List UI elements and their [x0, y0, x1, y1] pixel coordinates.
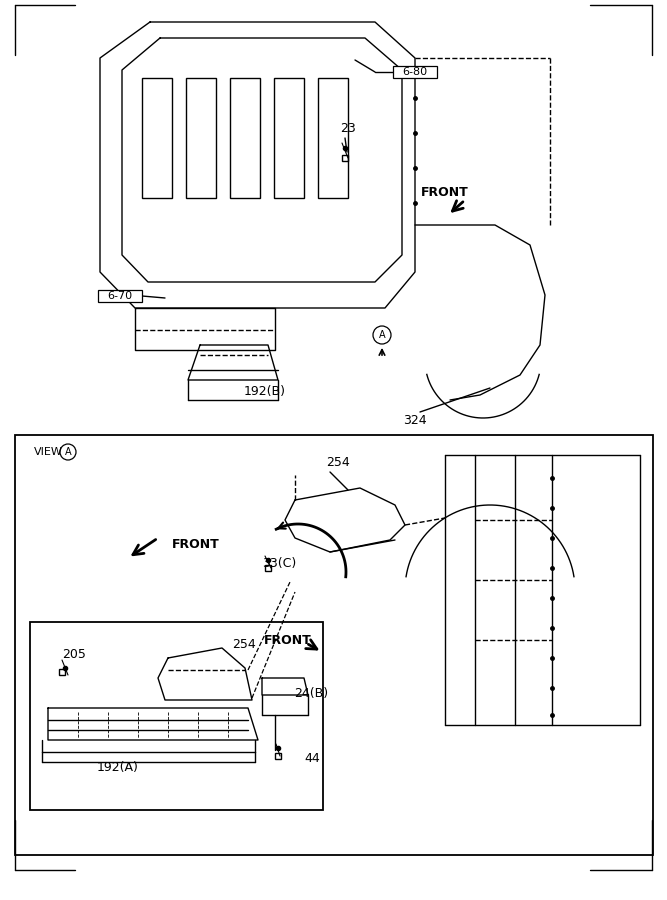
Bar [318, 78, 348, 198]
Text: A: A [65, 447, 71, 457]
Bar [230, 78, 260, 198]
Text: 324: 324 [403, 413, 427, 427]
Bar [30, 622, 323, 810]
Text: 33(C): 33(C) [262, 556, 296, 570]
Text: FRONT: FRONT [264, 634, 312, 647]
Text: 192(B): 192(B) [244, 385, 286, 399]
Text: 254: 254 [326, 455, 350, 469]
Text: 24(B): 24(B) [294, 688, 328, 700]
Bar [15, 435, 653, 855]
Text: VIEW: VIEW [34, 447, 63, 457]
Bar [274, 78, 304, 198]
Text: 6-80: 6-80 [402, 67, 428, 77]
Text: 205: 205 [62, 649, 86, 662]
Text: 44: 44 [304, 752, 320, 764]
Text: FRONT: FRONT [172, 538, 219, 552]
Bar [98, 290, 142, 302]
Text: 254: 254 [232, 637, 255, 651]
Text: 6-70: 6-70 [107, 291, 133, 301]
Bar [186, 78, 216, 198]
Text: A: A [379, 330, 386, 340]
Bar [142, 78, 172, 198]
Text: 23: 23 [340, 122, 356, 134]
Bar [393, 66, 437, 78]
Text: FRONT: FRONT [421, 186, 469, 200]
Text: 192(A): 192(A) [97, 761, 139, 775]
